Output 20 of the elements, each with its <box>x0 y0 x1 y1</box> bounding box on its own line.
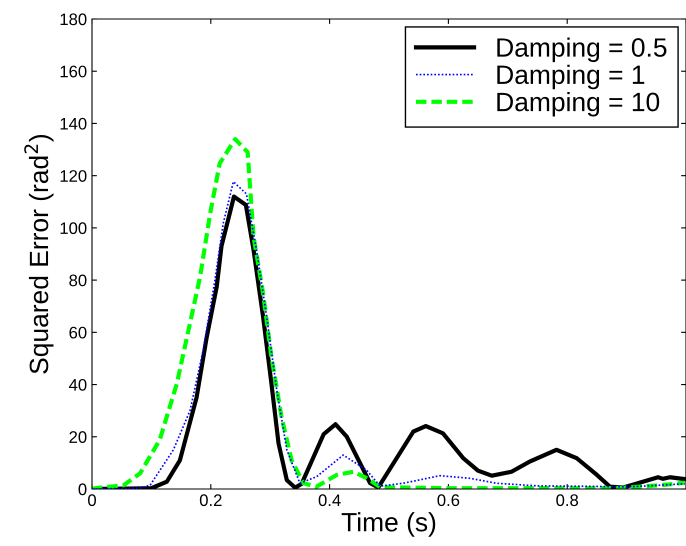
y-tick-label: 20 <box>69 431 86 443</box>
legend-label: Damping = 10 <box>497 92 660 117</box>
x-tick-label: 0.4 <box>318 494 341 506</box>
legend-label: Damping = 1 <box>497 64 644 90</box>
y-tick-label: 100 <box>60 222 86 234</box>
y-tick-label: 80 <box>69 274 86 286</box>
y-tick-label: 180 <box>60 13 86 26</box>
y-tick-label: 0 <box>78 483 86 496</box>
legend-label: Damping = 0.5 <box>497 37 666 62</box>
y-axis-title: Squared Error (rad$^{2}$) <box>24 134 54 374</box>
y-tick-label: 140 <box>60 118 86 130</box>
y-tick-label: 40 <box>68 378 86 391</box>
x-tick-label: 0.2 <box>200 494 222 506</box>
x-tick-label: 0.6 <box>437 494 460 506</box>
x-tick-label: 0 <box>88 494 96 506</box>
x-tick-label: 0.8 <box>556 494 578 506</box>
x-axis-title: Time (s) <box>342 512 436 537</box>
y-tick-label: 160 <box>60 66 86 78</box>
y-tick-label: 120 <box>60 170 86 182</box>
y-tick-label: 60 <box>69 326 86 339</box>
